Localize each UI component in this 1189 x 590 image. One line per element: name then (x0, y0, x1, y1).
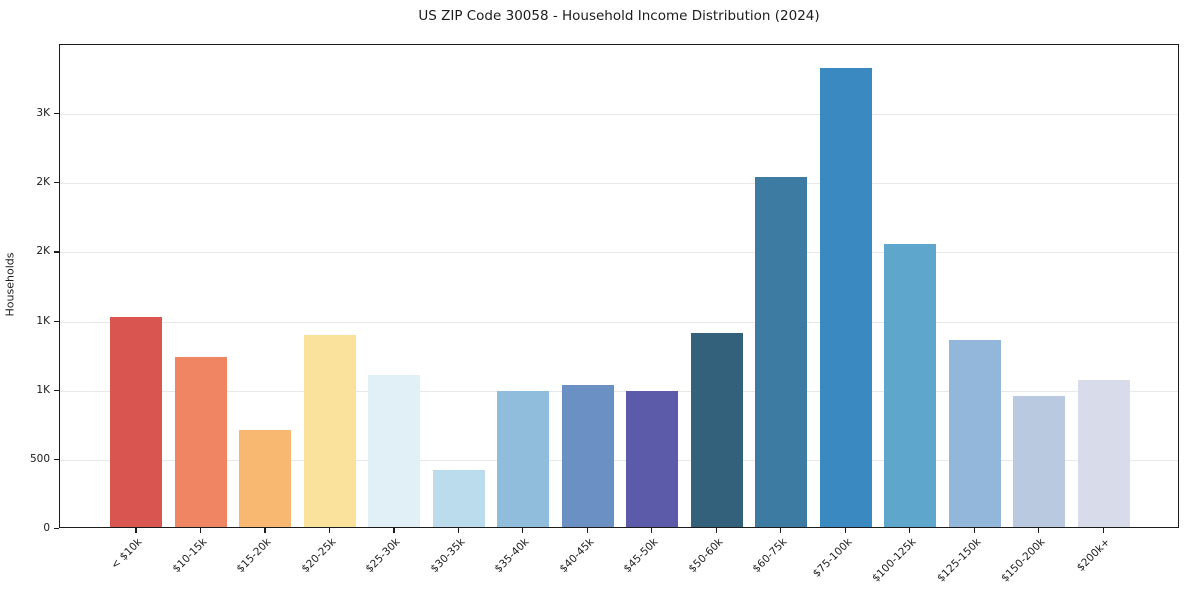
bar (690, 333, 743, 527)
x-tick-mark (586, 528, 588, 533)
y-tick-label: 2K (36, 245, 50, 258)
x-tick-mark (780, 528, 782, 533)
y-tick-mark (54, 389, 59, 391)
chart-title: US ZIP Code 30058 - Household Income Dis… (418, 8, 820, 24)
x-tick-mark (909, 528, 911, 533)
gridline (60, 390, 1178, 392)
x-tick-mark (715, 528, 717, 533)
bar (626, 391, 679, 527)
plot-area (59, 44, 1179, 528)
bar (432, 469, 485, 527)
bar (1077, 380, 1130, 527)
x-tick-mark (328, 528, 331, 533)
bar (497, 390, 550, 527)
gridline (60, 183, 1178, 185)
y-tick-label: 2K (36, 176, 50, 189)
x-tick-mark (844, 528, 846, 533)
bar (110, 316, 163, 527)
bar (755, 177, 808, 527)
gridline (60, 459, 1178, 461)
bar (948, 339, 1001, 527)
bar (561, 385, 614, 527)
y-tick-mark (54, 113, 59, 115)
y-tick-label: 1K (36, 314, 50, 327)
y-tick-mark (54, 251, 59, 253)
y-tick-mark (54, 528, 59, 530)
y-tick-mark (54, 320, 59, 322)
gridline (60, 252, 1178, 254)
x-tick-mark (1038, 528, 1040, 533)
y-tick-label: 500 (29, 452, 50, 465)
gridline (60, 114, 1178, 116)
bar (239, 429, 292, 527)
x-tick-mark (199, 528, 202, 533)
bar (174, 356, 227, 527)
bar (368, 374, 421, 527)
y-tick-label: 3K (36, 107, 50, 120)
x-tick-mark (651, 528, 653, 533)
y-tick-mark (54, 458, 59, 461)
x-tick-mark (393, 528, 395, 533)
x-tick-mark (457, 528, 460, 533)
x-tick-mark (264, 528, 266, 533)
y-tick-mark (54, 182, 59, 184)
x-tick-mark (973, 528, 975, 533)
y-tick-label: 1K (36, 383, 50, 396)
y-tick-label: 0 (43, 522, 50, 534)
x-tick-mark (135, 528, 137, 533)
x-tick-mark (522, 528, 524, 533)
bar (884, 243, 937, 527)
x-tick-label: < $10k (109, 536, 145, 572)
bar (1013, 395, 1066, 527)
bar (819, 67, 872, 527)
gridline (60, 321, 1178, 323)
x-tick-mark (1102, 528, 1104, 533)
bar (303, 335, 356, 527)
